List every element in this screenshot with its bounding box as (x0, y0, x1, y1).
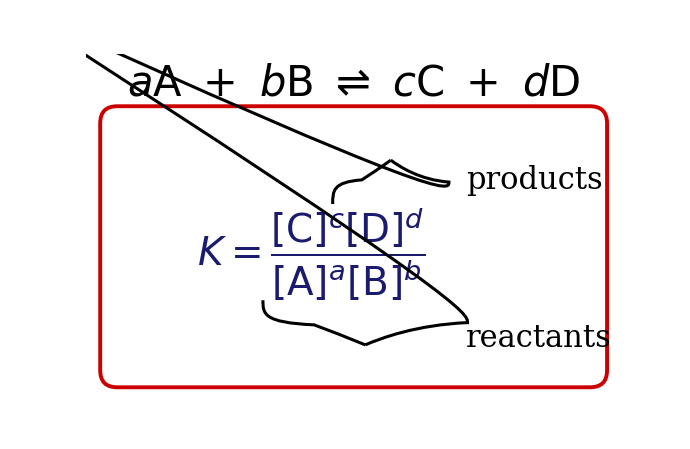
Text: products: products (466, 165, 603, 196)
Text: reactants: reactants (466, 323, 612, 354)
Text: $\mathit{a}\mathrm{A}\ +\ \mathit{b}\mathrm{B}\ \rightleftharpoons\ \mathit{c}\m: $\mathit{a}\mathrm{A}\ +\ \mathit{b}\mat… (127, 62, 580, 104)
FancyBboxPatch shape (100, 106, 607, 387)
Text: $K = \dfrac{\mathrm{[C]}^{\mathit{c}}\mathrm{[D]}^{\mathit{d}}}{\mathrm{[A]}^{\m: $K = \dfrac{\mathrm{[C]}^{\mathit{c}}\ma… (197, 205, 425, 303)
